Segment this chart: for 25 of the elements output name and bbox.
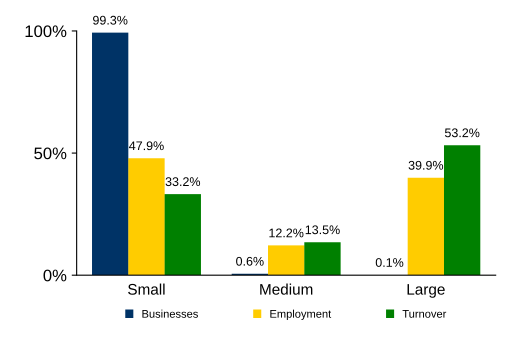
legend-label: Businesses [142,310,198,318]
bar [128,158,165,276]
bar [408,178,444,276]
text: 13.5% [306,225,340,234]
text: 12.2% [269,228,304,238]
text: 99.3% [93,16,128,25]
x-tick-label: Small [128,284,165,295]
y-tick-label: 100% [26,25,66,38]
bar [268,245,304,276]
legend-label: Turnover [402,310,446,318]
bar [92,32,128,276]
text: 53.2% [444,128,480,138]
text: 39.9% [408,160,444,170]
y-tick-label: 0% [43,270,66,282]
legend-label: Employment [270,310,332,320]
bar [164,194,201,276]
x-tick-label: Large [408,284,445,298]
text: 33.2% [166,177,200,186]
text: 0.6% [236,256,264,266]
x-tick-label: Medium [260,284,312,295]
text: 47.9% [129,141,164,150]
bar [444,145,480,276]
text: 0.1% [376,258,404,267]
bar [304,242,341,276]
y-tick-label: 50% [34,147,66,160]
